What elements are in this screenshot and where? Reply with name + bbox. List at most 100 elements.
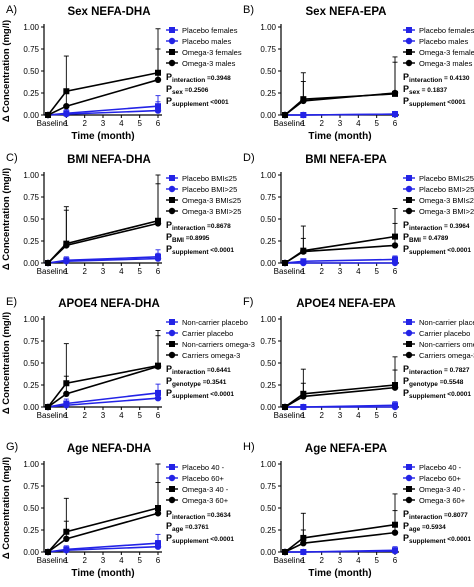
data-point	[154, 255, 162, 262]
x-tick-label: 3	[101, 119, 106, 128]
legend-entry: Carriers omega-3	[182, 351, 240, 360]
x-tick-label: 3	[101, 556, 106, 565]
y-tick-label: 0.50	[260, 504, 276, 513]
legend-entry: Non-carriers omega-3	[419, 340, 474, 349]
x-tick-label: 6	[156, 556, 161, 565]
x-tick-label: Baseline	[37, 119, 68, 128]
data-point	[300, 259, 307, 267]
x-tick-label: 2	[319, 556, 324, 565]
data-point	[281, 403, 289, 411]
x-tick-label: 1	[64, 267, 69, 276]
data-point	[300, 248, 307, 255]
legend-entry: Omega-3 60+	[419, 496, 466, 505]
y-tick-label: 0.25	[260, 381, 276, 390]
stat-line: Psupplement <0.0001	[166, 388, 234, 400]
x-tick-label: 4	[119, 411, 124, 420]
data-point	[154, 76, 162, 84]
series-omega-3-bmi-25	[281, 222, 399, 267]
x-tick-label: 3	[101, 411, 106, 420]
y-tick-label: 0.75	[260, 337, 276, 346]
data-point	[300, 548, 307, 556]
legend-marker	[406, 197, 412, 203]
x-tick-label: 2	[319, 119, 324, 128]
data-point	[154, 395, 162, 402]
x-tick-label: 4	[356, 556, 361, 565]
chart-panel-5: E) APOE4 NEFA-DHA 0.00 0.25 0.50 0.75 1.00 Base…	[1, 296, 255, 420]
chart-panel-2: B) Sex NEFA-EPA 0.00 0.25 0.50 0.75 1.00 Baseli…	[243, 4, 474, 142]
legend-marker	[405, 59, 413, 67]
data-point	[281, 111, 289, 119]
y-tick-label: 0.75	[23, 45, 39, 54]
legend-marker	[168, 329, 176, 337]
legend-marker	[169, 486, 175, 492]
legend-marker	[168, 185, 176, 193]
stat-line: Psupplement <0.0001	[166, 533, 234, 545]
data-point	[391, 242, 399, 249]
legend-entry: Non-carriers omega-3	[182, 340, 255, 349]
legend-marker	[405, 37, 413, 45]
x-tick-label: 2	[319, 411, 324, 420]
legend-entry: Placebo males	[419, 37, 468, 46]
series-omega-3-bmi-25	[45, 174, 161, 266]
stat-line: Pinteraction =0.3634	[166, 509, 231, 521]
data-point	[63, 535, 70, 542]
x-tick-label: 1	[301, 556, 306, 565]
data-point	[63, 103, 70, 110]
legend-marker	[405, 207, 413, 215]
legend-marker	[168, 351, 176, 359]
y-tick-label: 0.50	[23, 215, 39, 224]
x-tick-label: 3	[338, 411, 343, 420]
y-tick-label: 0.50	[23, 67, 39, 76]
legend-marker	[405, 351, 413, 359]
legend-entry: Omega-3 BMI>25	[182, 207, 241, 216]
x-tick-label: 5	[374, 119, 379, 128]
x-tick-label: 5	[137, 119, 142, 128]
series-omega-3-females	[45, 28, 161, 118]
x-tick-label: 4	[119, 556, 124, 565]
data-point	[63, 258, 70, 265]
x-tick-label: 3	[338, 267, 343, 276]
panel-letter: F)	[243, 296, 253, 308]
x-tick-label: 3	[101, 267, 106, 276]
x-tick-label: Baseline	[274, 119, 305, 128]
x-tick-label: 1	[64, 411, 69, 420]
legend-entry: Omega-3 BMI≤25	[182, 196, 241, 205]
data-point	[63, 547, 70, 554]
legend-entry: Omega-3 males	[182, 59, 236, 68]
stat-line: Pgenotype =0.5548	[403, 376, 464, 388]
x-tick-label: 1	[301, 119, 306, 128]
legend-marker	[169, 175, 175, 181]
panel-letter: D)	[243, 152, 255, 164]
x-tick-label: 6	[393, 556, 398, 565]
y-tick-label: 0.75	[23, 337, 39, 346]
data-point	[63, 110, 70, 118]
data-point	[44, 259, 52, 267]
x-axis-label: Time (month)	[71, 568, 134, 579]
y-tick-label: 0.75	[260, 45, 276, 54]
stat-line: Pinteraction =0.8077	[403, 509, 468, 521]
y-tick-label: 0.50	[23, 359, 39, 368]
x-tick-label: 6	[393, 119, 398, 128]
data-point	[281, 259, 289, 267]
x-tick-label: 4	[119, 119, 124, 128]
data-point	[154, 107, 162, 114]
y-tick-label: 0.00	[23, 111, 39, 120]
legend-marker	[168, 207, 176, 215]
legend-marker	[169, 319, 175, 325]
legend-entry: Carriers omega-3	[419, 351, 474, 360]
chart-title: BMI NEFA-EPA	[305, 154, 387, 166]
y-tick-label: 1.00	[23, 171, 39, 180]
stat-line: Psupplement <0.0001	[166, 244, 234, 256]
x-tick-label: 2	[82, 267, 87, 276]
legend-marker	[405, 474, 413, 482]
y-tick-label: 1.00	[260, 23, 276, 32]
x-tick-label: 4	[356, 411, 361, 420]
legend-marker	[405, 185, 413, 193]
panel-letter: C)	[6, 152, 18, 164]
stat-line: Page =0.3761	[166, 521, 209, 533]
x-tick-label: 4	[356, 267, 361, 276]
chart-panel-7: G) Age NEFA-DHA 0.00 0.25 0.50 0.75 1.00 Baseli…	[1, 441, 234, 579]
chart-panel-4: D) BMI NEFA-EPA 0.00 0.25 0.50 0.75 1.00 Baseli…	[243, 152, 474, 276]
legend-marker	[169, 197, 175, 203]
